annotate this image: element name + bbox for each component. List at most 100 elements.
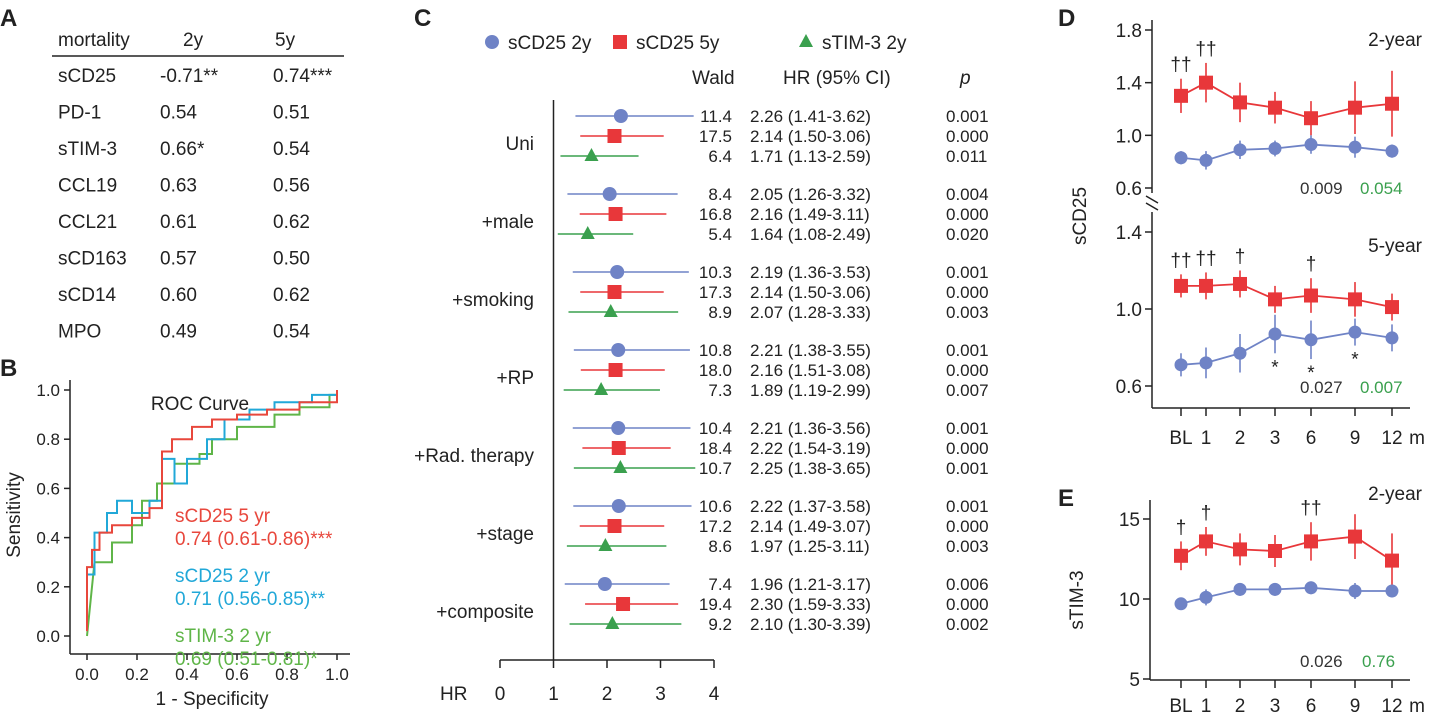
forest-wald-value: 10.3 [699, 263, 732, 282]
forest-wald-value: 17.5 [699, 127, 732, 146]
roc-legend-auc: 0.74 (0.61-0.86)*** [175, 529, 333, 550]
tc-point-square [1233, 95, 1247, 110]
stim3-x-unit: m [1409, 696, 1425, 717]
forest-legend-marker-0 [485, 35, 499, 49]
forest-p-value: 0.001 [946, 341, 989, 360]
scd25-x-tick-label: 2 [1235, 428, 1246, 449]
panel-label-b: B [0, 355, 17, 382]
table-cell: -0.71** [160, 66, 219, 87]
forest-wald-value: 5.4 [708, 225, 732, 244]
forest-x-tick-label: 1 [548, 684, 559, 705]
tc-asterisk-mark: * [1271, 357, 1279, 378]
tc-point-circle [1174, 358, 1188, 372]
forest-legend-label: sTIM-3 2y [822, 33, 907, 54]
forest-hr-ci-value: 2.22 (1.54-3.19) [750, 439, 871, 458]
table-cell: 0.66* [160, 139, 205, 160]
forest-hr-ci-value: 2.26 (1.41-3.62) [750, 107, 871, 126]
tc-point-square [1174, 548, 1188, 563]
forest-wald-value: 10.7 [699, 459, 732, 478]
forest-p-value: 0.007 [946, 381, 989, 400]
tc-y-tick-label: 0.6 [1116, 377, 1142, 398]
table-cell: 0.49 [160, 322, 197, 343]
tc-point-square [1199, 75, 1213, 90]
forest-wald-value: 8.4 [708, 185, 732, 204]
forest-x-tick-label: 0 [495, 684, 506, 705]
scd25-5y-p-green: 0.007 [1360, 378, 1403, 397]
forest-p-value: 0.000 [946, 439, 989, 458]
table-cell: sCD25 [58, 66, 116, 87]
forest-col-wald: Wald [692, 68, 735, 89]
tc-y-tick-label: 1.4 [1116, 223, 1143, 244]
tc-point-circle [1268, 582, 1282, 596]
tc-point-circle [1174, 151, 1188, 165]
tc-point-square [1385, 96, 1399, 111]
forest-point-marker [613, 109, 628, 123]
forest-p-value: 0.011 [946, 147, 987, 166]
table-cell: 0.57 [160, 249, 197, 270]
forest-x-tick-label: 2 [602, 684, 613, 705]
tc-point-circle [1304, 333, 1318, 347]
panel-b-roc-curve: 0.0 0.0 0.2 0.2 0.4 0.4 0.6 0.6 0.8 0.8 1.0 1.0 1 - … [4, 380, 350, 710]
tc-point-square [1348, 529, 1362, 544]
roc-x-tick-label: 0.0 [75, 665, 99, 684]
stim3-x-tick-label: BL [1169, 696, 1192, 717]
tc-point-circle [1174, 597, 1188, 611]
scd25-x-tick-label: 3 [1270, 428, 1281, 449]
forest-hr-ci-value: 2.14 (1.50-3.06) [750, 127, 871, 146]
scd25-2y-p-blue: 0.009 [1300, 179, 1343, 198]
scd25-x-tick-label: BL [1169, 428, 1192, 449]
tc-y-tick-label: 10 [1119, 590, 1140, 611]
panel-label-d: D [1058, 5, 1075, 32]
forest-p-value: 0.020 [946, 225, 989, 244]
forest-p-value: 0.002 [946, 615, 989, 634]
forest-p-value: 0.001 [946, 419, 989, 438]
forest-hr-ci-value: 2.07 (1.28-3.33) [750, 303, 871, 322]
table-cell: 0.54 [160, 103, 197, 124]
forest-point-marker [598, 538, 613, 551]
forest-point-marker [611, 441, 626, 455]
forest-hr-ci-value: 1.64 (1.08-2.49) [750, 225, 871, 244]
tc-point-square [1385, 300, 1399, 315]
roc-x-tick-label: 0.4 [175, 665, 199, 684]
forest-x-tick-label: 4 [709, 684, 720, 705]
roc-x-tick-label: 0.6 [225, 665, 249, 684]
tc-point-circle [1199, 356, 1213, 370]
table-cell: sCD163 [58, 249, 127, 270]
forest-point-marker [594, 382, 609, 395]
panel-label-e: E [1058, 485, 1074, 512]
forest-hr-ci-value: 1.89 (1.19-2.99) [750, 381, 871, 400]
tc-point-circle [1304, 581, 1318, 595]
tc-dagger-mark: †† [1195, 39, 1216, 60]
scd25-2y-title: 2-year [1368, 30, 1423, 51]
tc-point-circle [1385, 331, 1399, 345]
forest-point-marker [608, 363, 623, 377]
forest-hr-ci-value: 2.30 (1.59-3.33) [750, 595, 871, 614]
forest-point-marker [607, 129, 622, 143]
forest-hr-ci-value: 2.05 (1.26-3.32) [750, 185, 871, 204]
forest-hr-ci-value: 2.10 (1.30-3.39) [750, 615, 871, 634]
tc-point-square [1174, 278, 1188, 293]
table-cell: 0.54 [273, 139, 310, 160]
forest-point-marker [607, 519, 622, 533]
table-cell: MPO [58, 322, 101, 343]
tc-y-tick-label: 1.4 [1116, 74, 1143, 95]
forest-hr-ci-value: 2.21 (1.36-3.56) [750, 419, 871, 438]
forest-hr-ci-value: 2.16 (1.49-3.11) [750, 205, 870, 224]
forest-point-marker [597, 577, 612, 591]
forest-point-marker [613, 460, 628, 473]
forest-hr-ci-value: 2.19 (1.36-3.53) [750, 263, 871, 282]
tc-point-circle [1304, 138, 1318, 152]
roc-y-tick-label: 0.4 [36, 529, 60, 548]
roc-x-tick-label: 1.0 [325, 665, 349, 684]
roc-y-tick-label: 1.0 [36, 381, 60, 400]
forest-wald-value: 10.8 [699, 341, 732, 360]
forest-legend-label: sCD25 5y [636, 33, 720, 54]
forest-point-marker [611, 343, 626, 357]
forest-point-marker [608, 207, 623, 221]
table-cell: 0.54 [273, 322, 310, 343]
forest-p-value: 0.003 [946, 303, 989, 322]
roc-legend-auc: 0.71 (0.56-0.85)** [175, 589, 326, 610]
tc-dagger-mark: †† [1300, 498, 1321, 519]
forest-group-label: +smoking [452, 290, 534, 311]
